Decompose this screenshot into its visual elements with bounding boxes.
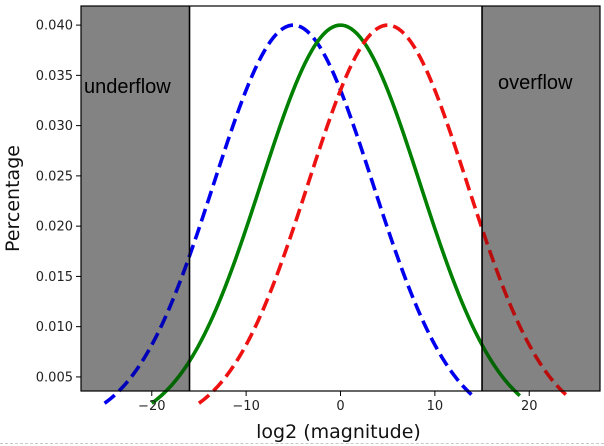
underflow-region (81, 6, 190, 391)
overflow-region (482, 6, 600, 391)
y-tick-label: 0.020 (36, 220, 73, 235)
x-axis-ticks: −20 −10 0 10 20 (138, 391, 538, 414)
y-tick-label: 0.015 (36, 270, 73, 285)
series-layer (103, 23, 569, 405)
overflow-label: overflow (498, 72, 573, 94)
series-line-shifted-right (197, 23, 569, 405)
x-tick-label: −20 (138, 399, 165, 414)
underflow-label: underflow (84, 76, 171, 98)
y-axis-label: Percentage (2, 145, 24, 252)
y-tick-label: 0.035 (36, 69, 73, 84)
y-tick-label: 0.005 (36, 370, 73, 385)
x-axis-label: log2 (magnitude) (256, 421, 421, 443)
series-line-shifted-left (103, 23, 474, 405)
underflow-overlay (81, 6, 190, 391)
x-tick-label: 0 (336, 399, 344, 414)
series-line-centered (150, 23, 522, 405)
x-tick-label: 20 (521, 399, 538, 414)
y-tick-label: 0.025 (36, 169, 73, 184)
y-tick-label: 0.030 (36, 119, 73, 134)
overflow-overlay (482, 6, 600, 391)
y-tick-label: 0.010 (36, 320, 73, 335)
bottom-divider (0, 443, 604, 444)
y-axis-ticks: 0.005 0.010 0.015 0.020 0.025 0.030 0.035 0.040 (36, 19, 81, 385)
x-tick-label: −10 (232, 399, 259, 414)
x-tick-label: 10 (427, 399, 444, 414)
y-tick-label: 0.040 (36, 19, 73, 34)
